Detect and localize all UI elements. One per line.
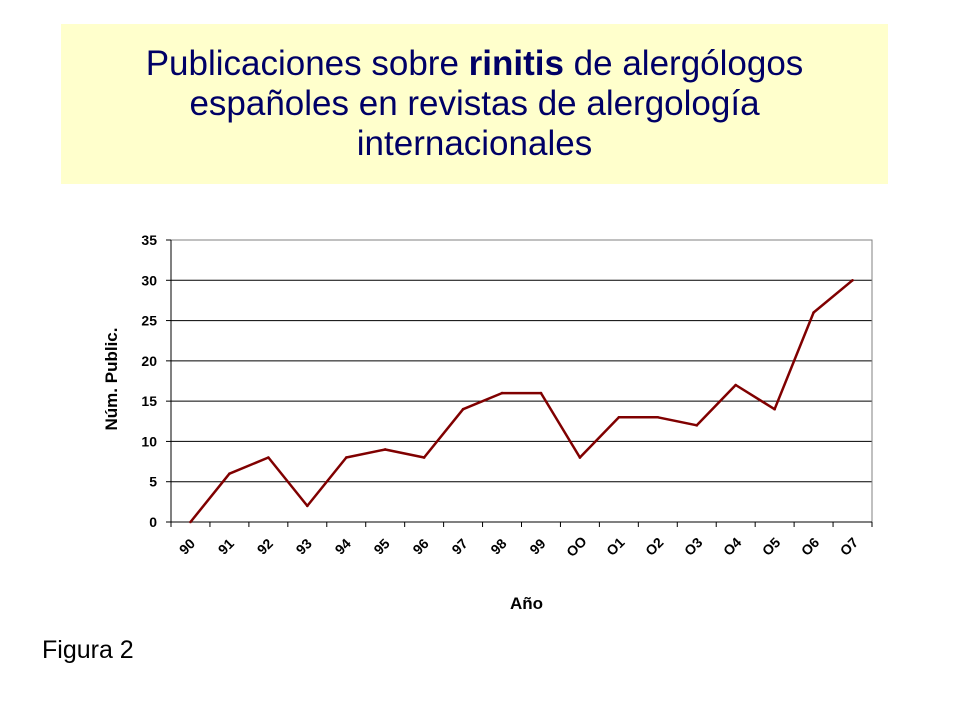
title-line-3: internacionales xyxy=(356,124,593,163)
title-part-1: Publicaciones sobre xyxy=(145,44,469,83)
data-point xyxy=(578,456,582,459)
x-tick-label: 92 xyxy=(254,535,276,557)
title-line-2: españoles en revistas de alergología xyxy=(189,84,760,123)
data-point xyxy=(695,424,699,427)
data-point xyxy=(656,415,660,419)
data-point xyxy=(851,278,854,282)
x-tick-label: 96 xyxy=(409,535,431,557)
data-point xyxy=(461,407,465,411)
x-tick-label: O7 xyxy=(837,534,862,559)
y-tick-label: 10 xyxy=(141,433,157,449)
x-tick-label: 99 xyxy=(526,535,548,557)
series-line-0 xyxy=(189,279,854,523)
x-tick-label: O4 xyxy=(720,534,745,559)
x-tick-label: 91 xyxy=(215,535,237,557)
x-tick-label: O6 xyxy=(798,534,823,559)
x-tick-label: 98 xyxy=(487,535,509,557)
x-tick-label: O3 xyxy=(681,534,706,559)
x-tick-label: O5 xyxy=(759,534,784,559)
x-tick-label: O1 xyxy=(603,534,628,559)
y-axis-title: Núm. Public. xyxy=(102,328,121,431)
data-point xyxy=(383,448,387,451)
x-tick-label: 97 xyxy=(448,535,470,557)
x-tick-label: 90 xyxy=(176,535,198,557)
x-tick-label: 93 xyxy=(293,535,315,557)
data-point xyxy=(500,391,504,395)
data-point xyxy=(228,472,231,475)
y-tick-label: 25 xyxy=(141,313,157,329)
x-tick-label: OO xyxy=(563,533,590,560)
y-tick-label: 20 xyxy=(141,353,157,369)
chart-title-box: Publicaciones sobre rinitis de alergólog… xyxy=(61,24,888,184)
data-point xyxy=(422,456,426,459)
data-point xyxy=(734,383,737,387)
data-point xyxy=(812,311,815,314)
data-point xyxy=(306,504,309,508)
title-bold-word: rinitis xyxy=(468,44,564,83)
x-tick-label: 95 xyxy=(370,535,392,557)
y-tick-label: 5 xyxy=(149,474,157,490)
data-point xyxy=(267,456,270,459)
plot-area-frame xyxy=(170,239,873,523)
figure-caption: Figura 2 xyxy=(42,636,134,664)
data-point xyxy=(189,520,192,524)
x-tick-label: 94 xyxy=(332,535,354,557)
x-tick-label: O2 xyxy=(642,534,667,559)
chart-title: Publicaciones sobre rinitis de alergólog… xyxy=(146,44,804,164)
y-tick-label: 15 xyxy=(141,393,157,409)
y-tick-label: 0 xyxy=(149,514,157,530)
x-axis-title: Año xyxy=(510,594,543,613)
data-point xyxy=(344,456,348,459)
y-tick-label: 30 xyxy=(141,272,157,288)
data-point xyxy=(617,415,621,419)
y-tick-label: 35 xyxy=(141,232,157,248)
data-point xyxy=(773,407,776,411)
title-part-2: de alergólogos xyxy=(563,44,804,83)
data-point xyxy=(539,391,543,395)
